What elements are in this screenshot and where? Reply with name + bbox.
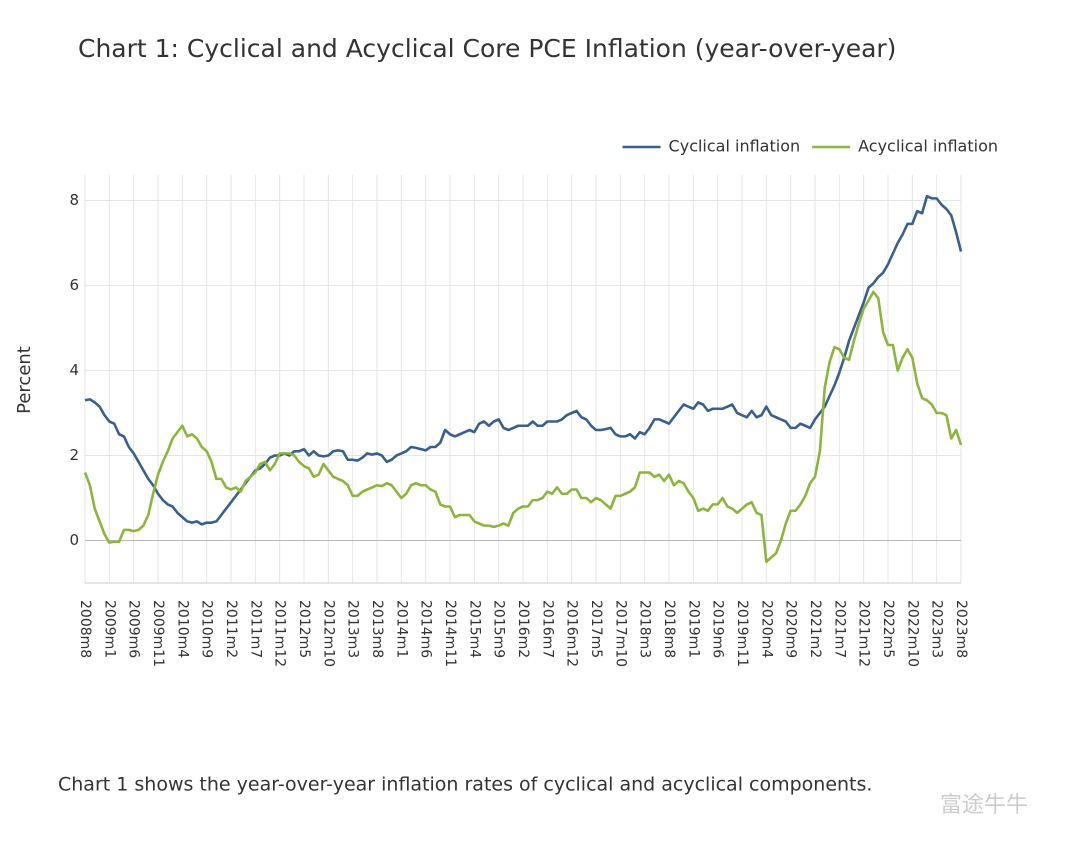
legend-label: Acyclical inflation <box>858 137 998 156</box>
x-tick-label: 2019m11 <box>734 600 750 667</box>
x-tick-label: 2019m6 <box>710 600 726 658</box>
x-tick-label: 2021m12 <box>856 600 872 667</box>
x-tick-label: 2019m1 <box>685 600 701 658</box>
x-tick-label: 2017m5 <box>588 600 604 658</box>
chart-title: Chart 1: Cyclical and Acyclical Core PCE… <box>78 34 896 63</box>
x-tick-label: 2014m6 <box>418 600 434 658</box>
x-tick-label: 2016m7 <box>539 600 555 658</box>
legend-label: Cyclical inflation <box>669 137 801 156</box>
x-tick-label: 2020m4 <box>758 600 774 658</box>
y-tick-label: 4 <box>69 361 79 379</box>
x-tick-label: 2009m1 <box>101 600 117 658</box>
line-series <box>83 290 963 564</box>
x-tick-label: 2023m3 <box>929 600 945 658</box>
x-tick-label: 2021m7 <box>831 600 847 658</box>
legend: Acyclical inflation Cyclical inflation <box>622 137 998 156</box>
watermark: 富途牛牛 <box>940 793 1028 818</box>
x-tick-label: 2014m1 <box>393 600 409 658</box>
x-tick-label: 2010m4 <box>174 600 190 658</box>
y-tick-label: 2 <box>69 446 79 464</box>
x-tick-label: 2011m7 <box>247 600 263 658</box>
x-tick-label: 2009m6 <box>126 600 142 658</box>
y-tick-label: 0 <box>69 531 79 549</box>
x-tick-label: 2013m8 <box>369 600 385 658</box>
x-tick-label: 2009m11 <box>150 600 166 667</box>
x-tick-label: 2017m10 <box>612 600 628 667</box>
x-tick-label: 2013m3 <box>345 600 361 658</box>
x-tick-label: 2018m3 <box>637 600 653 658</box>
x-tick-label: 2010m9 <box>199 600 215 658</box>
y-tick-label: 6 <box>69 276 79 294</box>
x-tick-label: 2021m2 <box>807 600 823 658</box>
x-tick-label: 2016m12 <box>564 600 580 667</box>
x-tick-label: 2022m5 <box>880 600 896 658</box>
x-tick-label: 2014m11 <box>442 600 458 667</box>
x-tick-label: 2016m2 <box>515 600 531 658</box>
x-tick-label: 2012m10 <box>320 600 336 667</box>
x-tick-label: 2022m10 <box>904 600 920 667</box>
x-tick-label: 2008m8 <box>77 600 93 658</box>
x-tick-label: 2011m12 <box>272 600 288 667</box>
x-tick-label: 2023m8 <box>953 600 969 658</box>
x-tick-label: 2011m2 <box>223 600 239 658</box>
y-axis-label: Percent <box>14 346 35 414</box>
line-series <box>84 194 963 526</box>
x-tick-label: 2015m9 <box>491 600 507 658</box>
x-tick-label: 2018m8 <box>661 600 677 658</box>
caption: Chart 1 shows the year-over-year inflati… <box>58 774 872 796</box>
x-tick-label: 2012m5 <box>296 600 312 658</box>
y-tick-label: 8 <box>69 191 79 209</box>
x-tick-label: 2015m4 <box>466 600 482 658</box>
x-tick-label: 2020m9 <box>783 600 799 658</box>
